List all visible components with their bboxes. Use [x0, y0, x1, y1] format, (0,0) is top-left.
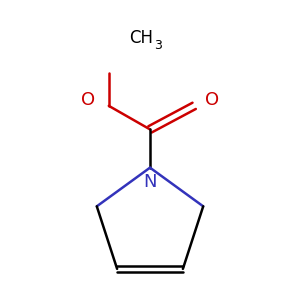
Text: O: O: [81, 91, 95, 109]
Text: 3: 3: [154, 39, 162, 52]
Text: N: N: [143, 173, 157, 191]
Text: O: O: [205, 91, 219, 109]
Text: CH: CH: [129, 29, 153, 47]
